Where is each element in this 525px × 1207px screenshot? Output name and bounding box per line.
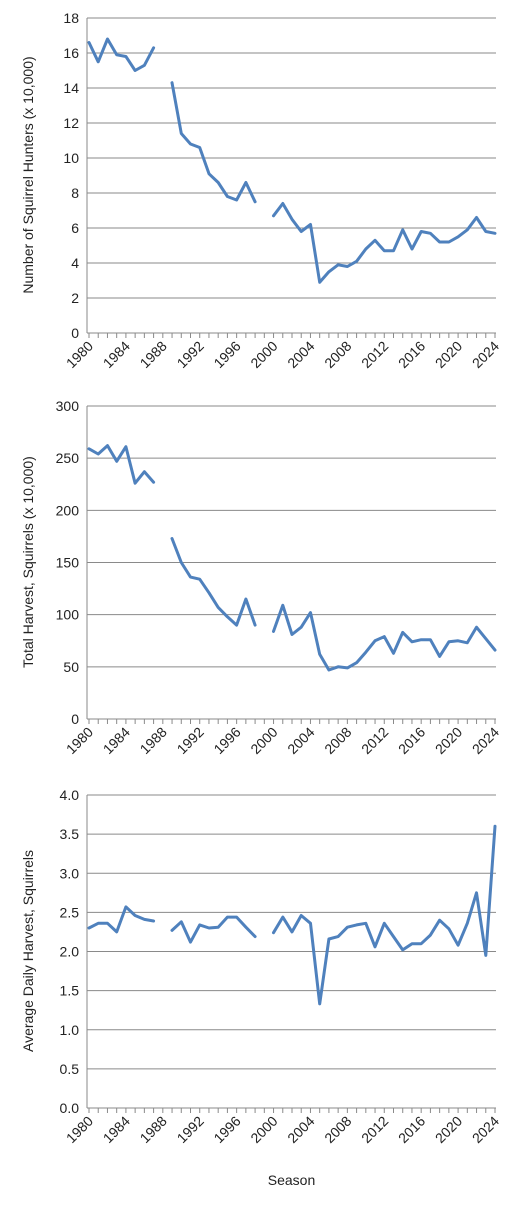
x-tick-label: 2000 (247, 338, 280, 371)
series-line (87, 905, 156, 934)
x-tick-label: 2012 (358, 724, 391, 757)
x-tick-label: 2012 (358, 1113, 391, 1146)
y-tick-label: 1.5 (60, 983, 80, 999)
y-tick-label: 8 (71, 185, 79, 201)
y-tick-label: 3.5 (60, 826, 80, 842)
y-tick-label: 0 (71, 325, 79, 341)
x-tick-label: 1992 (174, 338, 207, 371)
x-axis-title: Season (268, 1172, 315, 1188)
x-tick-label: 2020 (432, 1113, 465, 1146)
y-tick-label: 4.0 (60, 787, 80, 803)
y-tick-label: 0 (71, 711, 79, 727)
y-tick-label: 2 (71, 290, 79, 306)
x-tick-label: 2008 (321, 338, 354, 371)
y-tick-label: 6 (71, 220, 79, 236)
y-tick-label: 10 (63, 150, 79, 166)
x-tick-label: 2004 (284, 724, 317, 757)
series-line (272, 202, 497, 284)
x-tick-label: 1984 (100, 1113, 133, 1146)
x-tick-label: 1984 (100, 338, 133, 371)
x-tick-label: 1980 (63, 724, 96, 757)
y-tick-label: 3.0 (60, 865, 80, 881)
x-tick-label: 2008 (321, 724, 354, 757)
series-line (170, 81, 257, 204)
x-tick-label: 2004 (284, 338, 317, 371)
y-tick-label: 1.0 (60, 1022, 80, 1038)
y-tick-label: 14 (63, 80, 79, 96)
y-tick-label: 250 (56, 450, 80, 466)
y-tick-label: 50 (63, 659, 79, 675)
x-tick-label: 2004 (284, 1113, 317, 1146)
y-tick-label: 2.5 (60, 904, 80, 920)
x-tick-label: 1984 (100, 724, 133, 757)
x-tick-label: 2024 (469, 724, 502, 757)
x-tick-label: 2024 (469, 1113, 502, 1146)
series-line (272, 603, 497, 672)
y-tick-label: 0.5 (60, 1061, 80, 1077)
y-tick-label: 100 (56, 607, 80, 623)
x-tick-label: 2016 (395, 724, 428, 757)
x-tick-label: 2016 (395, 338, 428, 371)
y-tick-label: 18 (63, 10, 79, 26)
y-tick-label: 12 (63, 115, 79, 131)
x-tick-label: 1996 (210, 1113, 243, 1146)
y-axis-title: Number of Squirrel Hunters (x 10,000) (20, 56, 36, 293)
y-axis-title: Average Daily Harvest, Squirrels (20, 850, 36, 1052)
y-tick-label: 300 (56, 398, 80, 414)
x-tick-label: 1988 (137, 724, 170, 757)
x-tick-label: 2012 (358, 338, 391, 371)
y-tick-label: 150 (56, 555, 80, 571)
y-tick-label: 16 (63, 45, 79, 61)
x-tick-label: 2016 (395, 1113, 428, 1146)
x-tick-label: 1992 (174, 724, 207, 757)
x-tick-label: 2020 (432, 724, 465, 757)
x-tick-label: 2020 (432, 338, 465, 371)
y-tick-label: 200 (56, 502, 80, 518)
x-tick-label: 1980 (63, 1113, 96, 1146)
x-tick-label: 2008 (321, 1113, 354, 1146)
x-tick-label: 2024 (469, 338, 502, 371)
y-tick-label: 0.0 (60, 1100, 80, 1116)
series-line (272, 824, 497, 1006)
x-tick-label: 1980 (63, 338, 96, 371)
x-tick-label: 1996 (210, 724, 243, 757)
x-tick-label: 1988 (137, 338, 170, 371)
series-line (170, 537, 257, 627)
x-tick-label: 1992 (174, 1113, 207, 1146)
x-tick-label: 1988 (137, 1113, 170, 1146)
x-tick-label: 2000 (247, 724, 280, 757)
y-tick-label: 2.0 (60, 944, 80, 960)
y-tick-label: 4 (71, 255, 79, 271)
x-tick-label: 2000 (247, 1113, 280, 1146)
y-axis-title: Total Harvest, Squirrels (x 10,000) (20, 456, 36, 668)
series-line (170, 915, 257, 944)
series-line (87, 37, 156, 72)
series-line (87, 444, 156, 485)
x-tick-label: 1996 (210, 338, 243, 371)
